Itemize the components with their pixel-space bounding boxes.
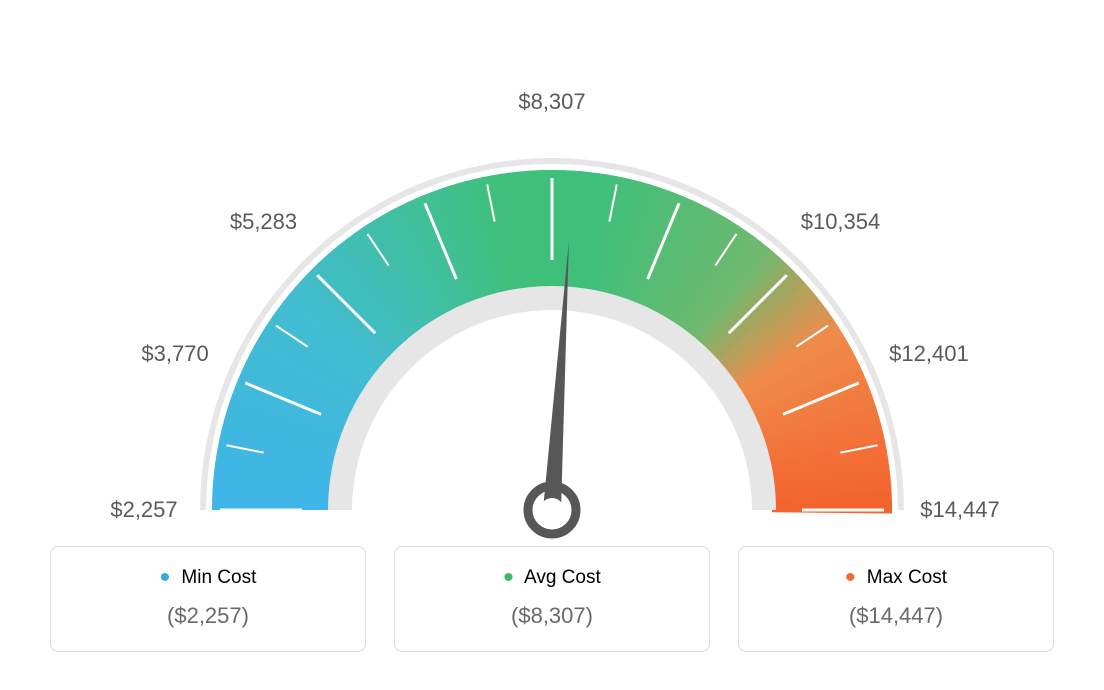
gauge-tick-label: $12,401 (889, 341, 969, 367)
max-cost-card: • Max Cost ($14,447) (738, 546, 1054, 652)
gauge-tick-label: $10,354 (801, 209, 881, 235)
gauge-tick-label: $5,283 (230, 209, 297, 235)
avg-cost-value: ($8,307) (405, 603, 699, 629)
gauge-tick-label: $14,447 (920, 497, 1000, 523)
min-cost-value: ($2,257) (61, 603, 355, 629)
gauge-tick-label: $3,770 (141, 341, 208, 367)
dot-icon: • (845, 561, 856, 594)
gauge-chart: $2,257 $3,770 $5,283 $8,307 $10,354 $12,401 $1… (0, 0, 1104, 540)
min-cost-title: • Min Cost (61, 567, 355, 589)
gauge-tick-label: $8,307 (518, 89, 585, 115)
dot-icon: • (160, 561, 171, 594)
max-cost-title: • Max Cost (749, 567, 1043, 589)
dot-icon: • (503, 561, 514, 594)
max-cost-value: ($14,447) (749, 603, 1043, 629)
card-title-text: Min Cost (181, 567, 256, 588)
avg-cost-card: • Avg Cost ($8,307) (394, 546, 710, 652)
gauge-svg (0, 0, 1104, 540)
card-title-text: Max Cost (867, 567, 947, 588)
card-title-text: Avg Cost (524, 567, 601, 588)
gauge-tick-label: $2,257 (110, 497, 177, 523)
summary-cards: • Min Cost ($2,257) • Avg Cost ($8,307) … (0, 546, 1104, 652)
avg-cost-title: • Avg Cost (405, 567, 699, 589)
min-cost-card: • Min Cost ($2,257) (50, 546, 366, 652)
